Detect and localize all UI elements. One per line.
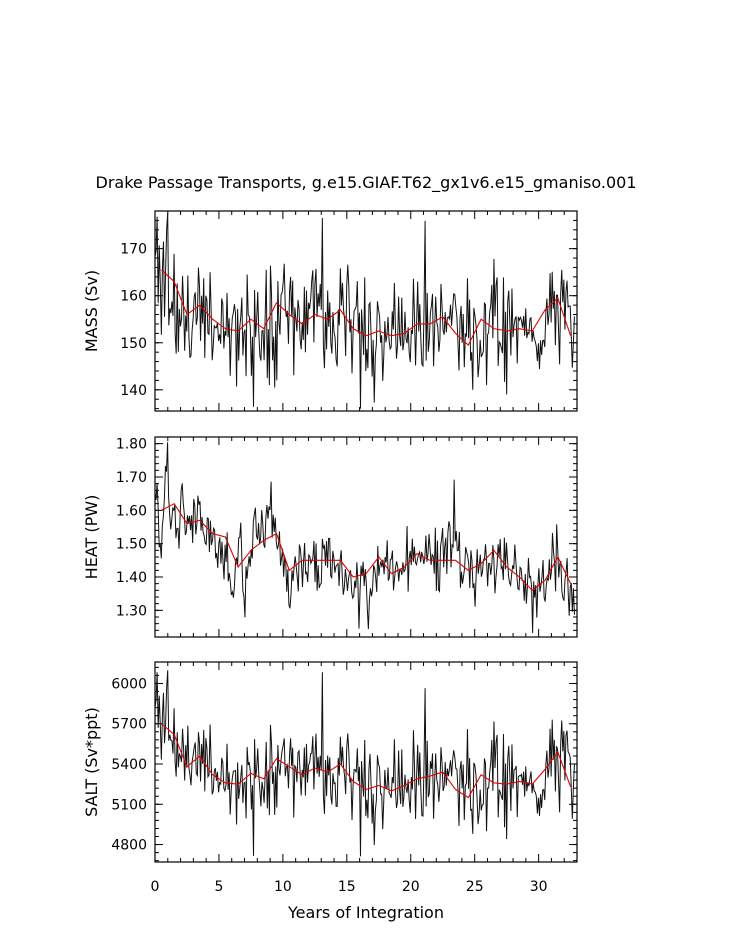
x-tick-label: 15 [338,879,356,895]
salt-frame [154,661,578,863]
heat-y-tick-label: 1.80 [116,437,147,453]
mass-y-tick-label: 140 [120,383,147,399]
mass-y-tick-label: 150 [120,336,147,352]
x-tick-label: 30 [530,879,548,895]
mass-annual-mean-series [161,269,572,347]
x-tick-label: 5 [214,879,223,895]
salt-y-tick-label: 5700 [111,717,147,733]
mass-frame [154,210,578,412]
salt-y-tick-label: 6000 [111,676,147,692]
heat-panel: 1.30 1.40 1.50 1.60 1.70 1.80 HEAT (PW) [82,436,578,638]
chart-title: Drake Passage Transports, g.e15.GIAF.T62… [96,173,637,193]
mass-y-tick-label: 170 [120,242,147,258]
salt-monthly-series [155,670,575,857]
heat-y-tick-label: 1.40 [116,570,147,586]
heat-y-tick-label: 1.30 [116,603,147,619]
x-tick-label: 20 [402,879,420,895]
salt-y-tick-label: 5100 [111,797,147,813]
x-axis-label: Years of Integration [287,903,444,922]
x-tick-label: 0 [151,879,160,895]
salt-annual-mean-series [161,723,572,799]
heat-y-tick-label: 1.50 [116,537,147,553]
heat-annual-mean-series [161,502,572,592]
x-tick-label: 25 [466,879,484,895]
heat-y-tick-label: 1.70 [116,470,147,486]
salt-y-tick-label: 5400 [111,757,147,773]
salt-y-tick-label: 4800 [111,838,147,854]
mass-monthly-series [155,212,575,409]
salt-panel: 4800 5100 5400 5700 6000 SALT (Sv*ppt) [82,661,578,863]
mass-y-axis-label: MASS (Sv) [82,270,101,352]
heat-y-axis-label: HEAT (PW) [82,495,101,580]
salt-y-axis-label: SALT (Sv*ppt) [82,707,101,817]
mass-y-tick-label: 160 [120,289,147,305]
x-axis: 0 5 10 15 20 25 30 [151,879,548,895]
mass-panel: 140 150 160 170 MASS (Sv) [82,210,578,412]
x-tick-label: 10 [274,879,292,895]
heat-monthly-series [155,442,575,634]
heat-frame [154,436,578,638]
heat-y-tick-label: 1.60 [116,503,147,519]
